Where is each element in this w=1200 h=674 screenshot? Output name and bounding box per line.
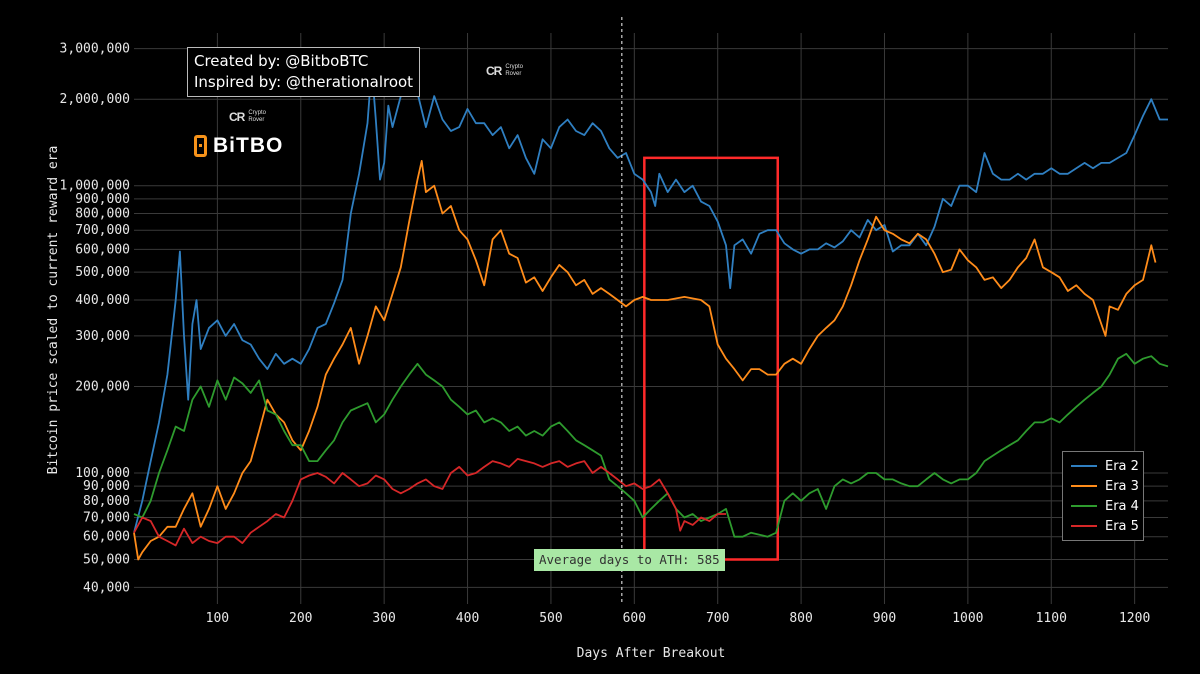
legend-label: Era 2 xyxy=(1105,458,1139,474)
legend-label: Era 3 xyxy=(1105,478,1139,494)
watermark-line1: Crypto xyxy=(248,110,267,116)
watermark-line1: Crypto xyxy=(505,64,524,70)
series-line-era-2 xyxy=(133,65,1168,533)
x-tick-label: 1000 xyxy=(952,611,983,626)
legend-swatch xyxy=(1071,525,1097,527)
legend-item: Era 4 xyxy=(1071,496,1143,516)
y-tick-label: 60,000 xyxy=(83,530,130,545)
bitbo-logo-icon xyxy=(194,135,207,157)
x-tick-label: 500 xyxy=(539,611,562,626)
x-axis-label: Days After Breakout xyxy=(577,646,726,661)
crypto-rover-logo-icon: CR xyxy=(486,64,502,78)
y-tick-label: 1,000,000 xyxy=(60,179,130,194)
series-line-era-4 xyxy=(133,352,1169,538)
inspired-by-text: Inspired by: @therationalroot xyxy=(194,73,414,91)
y-tick-label: 2,000,000 xyxy=(60,92,130,107)
y-tick-label: 400,000 xyxy=(75,293,130,308)
legend-swatch xyxy=(1071,485,1097,487)
x-tick-label: 1100 xyxy=(1036,611,1067,626)
y-tick-label: 900,000 xyxy=(75,192,130,207)
y-tick-label: 3,000,000 xyxy=(60,42,130,57)
y-tick-label: 800,000 xyxy=(75,207,130,222)
legend-item: Era 2 xyxy=(1071,456,1143,476)
crypto-rover-watermark-top: CR Crypto Rover xyxy=(486,64,523,78)
legend: Era 2 Era 3 Era 4 Era 5 xyxy=(1062,451,1144,541)
legend-swatch xyxy=(1071,505,1097,507)
ath-annotation-label: Average days to ATH: 585 xyxy=(534,549,725,571)
x-tick-label: 600 xyxy=(623,611,646,626)
x-tick-labels: 100 200 300 400 500 600 700 800 900 1000 1100 1200 xyxy=(206,611,1151,626)
legend-swatch xyxy=(1071,465,1097,467)
crypto-rover-watermark-left: CR Crypto Rover xyxy=(229,110,266,124)
legend-label: Era 5 xyxy=(1105,518,1139,534)
y-tick-label: 200,000 xyxy=(75,380,130,395)
x-tick-label: 1200 xyxy=(1119,611,1150,626)
y-tick-label: 600,000 xyxy=(75,242,130,257)
y-tick-labels: 40,000 50,000 60,000 70,000 80,00090,000100,… xyxy=(60,42,130,596)
y-tick-label: 500,000 xyxy=(75,265,130,280)
credits-box: Created by: @BitboBTC Inspired by: @ther… xyxy=(187,47,421,97)
legend-item: Era 5 xyxy=(1071,516,1143,536)
x-tick-label: 700 xyxy=(706,611,729,626)
series-lines xyxy=(133,65,1169,561)
legend-label: Era 4 xyxy=(1105,498,1139,514)
x-tick-label: 200 xyxy=(289,611,312,626)
crypto-rover-logo-icon: CR xyxy=(229,110,245,124)
y-tick-label: 50,000 xyxy=(83,552,130,567)
x-tick-label: 100 xyxy=(206,611,229,626)
legend-item: Era 3 xyxy=(1071,476,1143,496)
watermark-line2: Rover xyxy=(248,117,265,123)
y-tick-label: 700,000 xyxy=(75,223,130,238)
x-tick-label: 400 xyxy=(456,611,479,626)
y-tick-label: 100,000 xyxy=(75,466,130,481)
bitbo-logo-text: BiTBO xyxy=(213,134,284,157)
y-tick-label: 300,000 xyxy=(75,329,130,344)
series-line-era-5 xyxy=(133,458,726,547)
watermark-line2: Rover xyxy=(505,71,522,77)
x-tick-label: 300 xyxy=(372,611,395,626)
x-tick-label: 800 xyxy=(789,611,812,626)
y-tick-label: 90,000 xyxy=(83,479,130,494)
x-tick-label: 900 xyxy=(873,611,896,626)
created-by-text: Created by: @BitboBTC xyxy=(194,52,369,70)
y-tick-label: 40,000 xyxy=(83,580,130,595)
y-axis-label: Bitcoin price scaled to current reward e… xyxy=(46,146,61,475)
y-tick-label: 80,000 xyxy=(83,494,130,509)
bitbo-brand: BiTBO xyxy=(194,134,283,158)
grid-lines xyxy=(134,33,1168,604)
y-tick-label: 70,000 xyxy=(83,511,130,526)
